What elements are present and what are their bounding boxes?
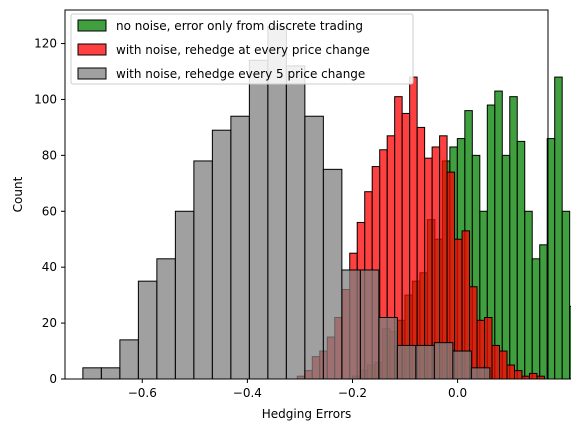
histogram-bar [379,318,398,380]
y-tick-label: 80 [42,148,57,162]
histogram-bar [562,211,569,379]
legend-entry-0: no noise, error only from discrete tradi… [78,19,363,33]
histogram-bar [514,371,521,379]
histogram-bar [529,373,536,379]
histogram-bar [305,116,324,379]
histogram-bar [120,340,138,379]
histogram-bar [157,259,176,379]
x-tick-label: −0.6 [128,386,157,400]
histogram-bar [492,345,499,379]
legend-swatch [78,44,106,55]
histogram-bar [231,116,250,379]
y-tick-label: 120 [34,37,57,51]
legend-entry-2: with noise, rehedge every 5 price change [78,67,365,81]
histogram-bar [417,127,424,379]
histogram-bar [194,161,213,379]
histogram-bar [249,60,268,379]
x-axis-label: Hedging Errors [262,407,352,421]
histogram-bar [397,345,416,379]
histogram-bar [175,211,194,379]
histogram-bar [360,270,379,379]
histogram-bar [434,343,453,379]
legend-entry-1: with noise, rehedge at every price chang… [78,43,370,57]
legend-label: no noise, error only from discrete tradi… [116,19,363,33]
histogram-bar [83,368,102,379]
histogram-bar [323,169,342,379]
y-tick-label: 60 [42,204,57,218]
histogram-bar [540,245,547,379]
histogram-bar [507,365,514,379]
legend-swatch [78,68,106,79]
histogram-bar [212,130,231,379]
histogram-bar [525,211,532,379]
y-tick-label: 20 [42,316,57,330]
x-tick-label: 0.0 [448,386,467,400]
histogram-bar [453,351,472,379]
legend-label: with noise, rehedge at every price chang… [116,43,370,57]
histogram-bar [416,345,435,379]
histogram-bar [495,91,502,379]
legend: no noise, error only from discrete tradi… [71,14,413,84]
histogram-bar [502,155,509,379]
histogram-bar [410,77,417,379]
histogram-bar [101,368,120,379]
histogram-bar [286,66,305,379]
x-tick-label: −0.4 [233,386,262,400]
y-tick-label: 0 [49,372,57,386]
histogram-bar [402,113,409,379]
histogram-bar [532,259,539,379]
histogram-bar [555,77,562,379]
y-tick-label: 40 [42,260,57,274]
histogram-bar [342,270,361,379]
legend-label: with noise, rehedge every 5 price change [116,67,365,81]
y-axis-label: Count [11,176,25,212]
histogram-bar [471,368,490,379]
histogram-bar [510,97,517,379]
histogram-bar [517,141,524,379]
y-tick-label: 100 [34,92,57,106]
legend-swatch [78,20,106,31]
histogram-bar [138,281,157,379]
histogram-bar [500,351,507,379]
x-tick-label: −0.2 [338,386,367,400]
